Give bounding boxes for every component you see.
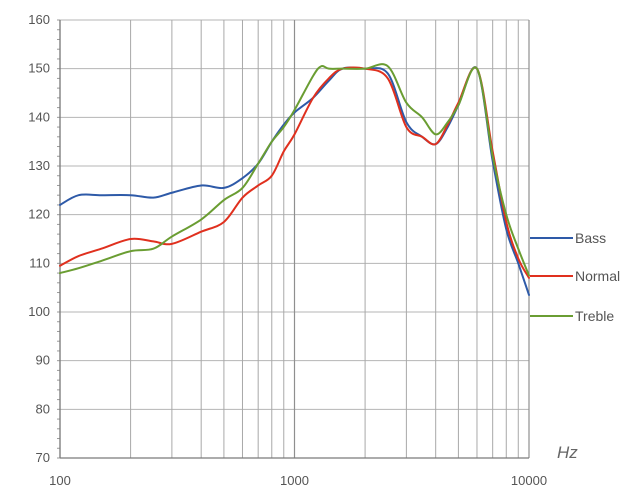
series-line-treble	[59, 63, 530, 277]
y-tick-label: 100	[28, 304, 50, 319]
x-tick-label: 100	[49, 473, 71, 488]
axis-labels: 70 80 90 100 110 120 130 140 150 160 100 1000 10000	[28, 12, 547, 488]
legend-label-bass: Bass	[575, 230, 606, 246]
y-tick-label: 150	[28, 61, 50, 76]
legend-label-treble: Treble	[575, 308, 614, 324]
y-tick-label: 80	[36, 401, 50, 416]
x-unit-label: Hz	[557, 443, 578, 462]
y-tick-label: 110	[29, 255, 50, 270]
y-tick-label: 70	[36, 450, 50, 465]
legend-label-normal: Normal	[575, 268, 620, 284]
x-tick-label: 1000	[280, 473, 309, 488]
grid-lines	[57, 19, 530, 459]
y-tick-label: 120	[28, 207, 50, 222]
y-tick-label: 160	[28, 12, 50, 27]
series-lines	[59, 63, 530, 296]
legend: Bass Normal Treble	[530, 230, 620, 324]
y-tick-label: 90	[36, 353, 50, 368]
y-tick-label: 130	[28, 158, 50, 173]
x-tick-label: 10000	[511, 473, 547, 488]
y-tick-label: 140	[28, 109, 50, 124]
